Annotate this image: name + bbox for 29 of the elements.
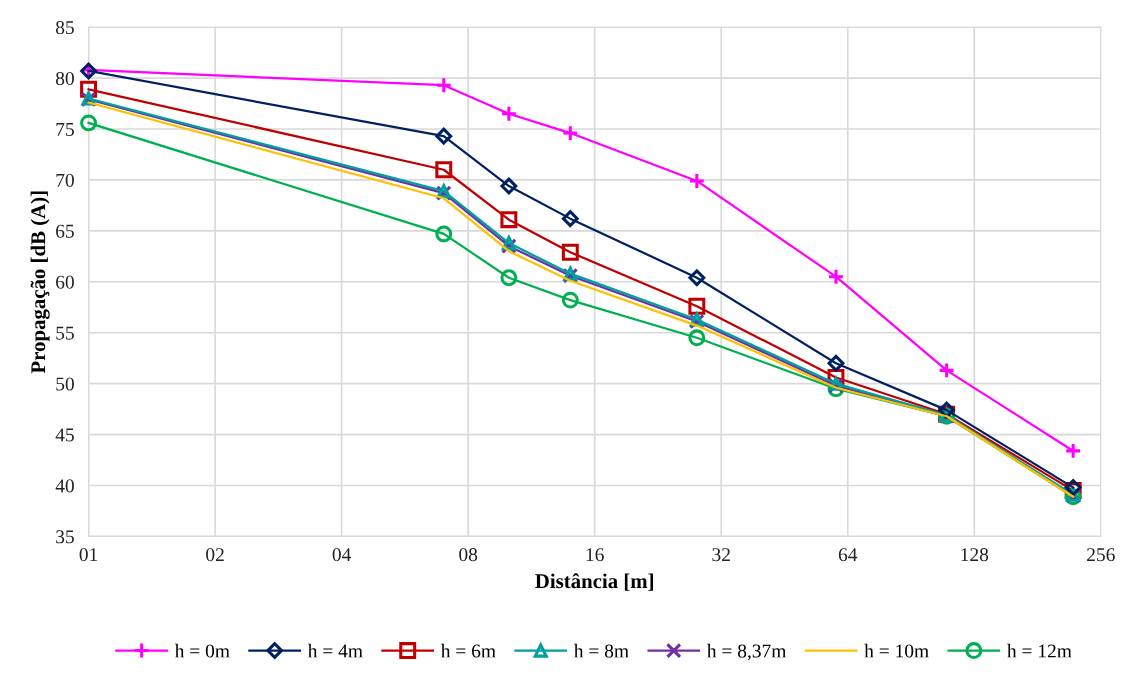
legend-label: h = 8m	[573, 643, 629, 658]
y-tick-label: 45	[55, 428, 74, 442]
x-axis-title: Distância [m]	[535, 573, 654, 591]
y-tick-label: 75	[56, 123, 74, 136]
legend-label: h = 8,37m	[707, 643, 787, 661]
x-tick-label: 04	[332, 548, 352, 562]
x-tick-label: 128	[961, 548, 989, 562]
legend-label: h = 6m	[440, 643, 496, 658]
x-tick-label: 02	[206, 548, 224, 562]
x-tick-label: 256	[1087, 548, 1115, 562]
x-tick-label: 16	[586, 548, 604, 562]
x-tick-label: 08	[459, 548, 478, 562]
y-tick-label: 50	[56, 377, 74, 391]
y-tick-label: 65	[56, 224, 74, 238]
legend-label: h = 4m	[307, 643, 363, 658]
y-tick-label: 85	[55, 20, 74, 35]
legend-label: h = 0m	[174, 643, 230, 658]
y-tick-label: 40	[55, 479, 74, 493]
legend-label: h = 12m	[1007, 643, 1072, 658]
legend-label: h = 10m	[864, 643, 929, 658]
x-tick-label: 01	[79, 548, 98, 562]
y-tick-label: 70	[56, 173, 74, 187]
y-tick-label: 35	[56, 530, 74, 544]
x-tick-label: 64	[838, 548, 858, 562]
y-tick-label: 55	[56, 326, 74, 340]
y-tick-label: 60	[56, 275, 74, 289]
y-tick-label: 80	[55, 71, 74, 86]
x-tick-label: 32	[712, 548, 730, 562]
y-axis-title: Propagação [dB (A)]	[30, 191, 50, 374]
